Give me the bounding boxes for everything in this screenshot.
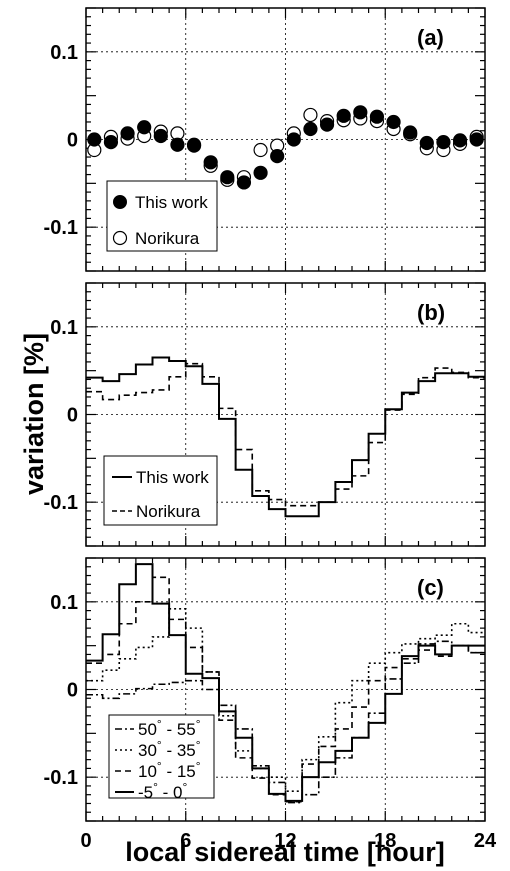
series-line-50-55: [86, 640, 485, 804]
panel-b: -0.1 0 0.1 (b) This work Norikura: [44, 282, 486, 547]
series-line-this-work: [86, 356, 485, 518]
this-work-point: [253, 165, 268, 180]
x-tick-label: 6: [180, 830, 191, 852]
x-tick-label: 0: [80, 830, 91, 852]
this-work-point: [103, 135, 119, 150]
this-work-point: [419, 135, 434, 151]
series-line-norikura: [86, 362, 485, 507]
y-tick-label: 0: [67, 405, 78, 427]
this-work-point: [353, 105, 368, 120]
legend-label: 30° - 35°: [138, 738, 201, 760]
legend-label-norikura-b: Norikura: [136, 502, 201, 521]
this-work-point: [120, 126, 135, 141]
y-tick-label: 0: [67, 130, 78, 152]
plot-area-b: [86, 356, 485, 518]
ticks-c: [85, 557, 486, 822]
this-work-point: [87, 132, 102, 147]
legend-label: -5° - 0°: [138, 780, 188, 802]
x-tick-label: 24: [474, 830, 497, 852]
x-tick-label: 18: [374, 830, 396, 852]
y-tick-label: 0.1: [50, 42, 78, 64]
legend-c: 50° - 55°30° - 35°10° - 15°-5° - 0°: [108, 714, 215, 802]
panel-a: -0.1 0 0.1 (a) This work Norikura: [44, 7, 486, 272]
this-work-point: [369, 109, 385, 124]
y-tick-label: -0.1: [44, 492, 78, 514]
legend-box-b: [103, 455, 218, 526]
legend-marker-norikura-a: [112, 230, 128, 246]
ticks-b: [85, 282, 486, 547]
legend-b: This work Norikura: [103, 455, 218, 526]
this-work-point: [186, 138, 202, 153]
plot-frame-a: [85, 7, 486, 272]
this-work-point: [220, 170, 235, 185]
this-work-point: [303, 121, 318, 137]
panel-c: -0.1 0 0.1 (c) 50° - 55°30° - 35°10° - 15°…: [44, 557, 497, 852]
this-work-point: [436, 135, 451, 150]
y-tick-label: 0.1: [50, 592, 78, 614]
series-line-5-0: [86, 563, 485, 802]
y-tick-label: -0.1: [44, 217, 78, 239]
norikura-point: [253, 142, 268, 158]
y-tick-labels-b: -0.1 0 0.1: [44, 317, 78, 514]
this-work-point: [270, 149, 285, 164]
this-work-point: [403, 125, 418, 140]
y-tick-label: 0.1: [50, 317, 78, 339]
legend-label: 10° - 15°: [138, 759, 201, 781]
legend-label-this-work-b: This work: [136, 468, 209, 487]
this-work-point: [319, 117, 335, 132]
legend-marker-this-work-a: [113, 195, 127, 209]
this-work-point: [386, 114, 401, 130]
norikura-point: [303, 107, 318, 123]
y-tick-labels-c: -0.1 0 0.1: [44, 592, 78, 789]
this-work-point: [153, 128, 168, 144]
this-work-point: [170, 137, 185, 152]
x-tick-labels-c: 0 6 12 18 24: [80, 830, 497, 852]
legend-label-this-work-a: This work: [135, 193, 208, 212]
this-work-point: [336, 108, 351, 123]
this-work-point: [236, 175, 252, 190]
this-work-point: [203, 155, 218, 170]
y-tick-label: 0: [67, 680, 78, 702]
panel-label-a: (a): [417, 25, 444, 50]
this-work-point: [469, 132, 484, 147]
this-work-point: [452, 133, 468, 148]
this-work-point: [137, 120, 152, 135]
y-axis-title: variation [%]: [19, 333, 49, 495]
legend-label: 50° - 55°: [138, 717, 201, 739]
this-work-point: [286, 132, 301, 147]
y-tick-label: -0.1: [44, 767, 78, 789]
legend-label-norikura-a: Norikura: [135, 229, 200, 248]
x-tick-label: 12: [274, 830, 296, 852]
panel-label-c: (c): [417, 575, 444, 600]
plot-area-c: [86, 563, 485, 804]
panel-label-b: (b): [417, 300, 445, 325]
series-line-30-35: [86, 608, 485, 792]
x-axis-title: local sidereal time [hour]: [125, 837, 445, 867]
plot-frame-b: [85, 282, 486, 547]
legend-a: This work Norikura: [106, 180, 218, 252]
plot-area-a: [87, 105, 484, 190]
plot-frame-c: [85, 557, 486, 822]
y-tick-labels-a: -0.1 0 0.1: [44, 42, 78, 239]
